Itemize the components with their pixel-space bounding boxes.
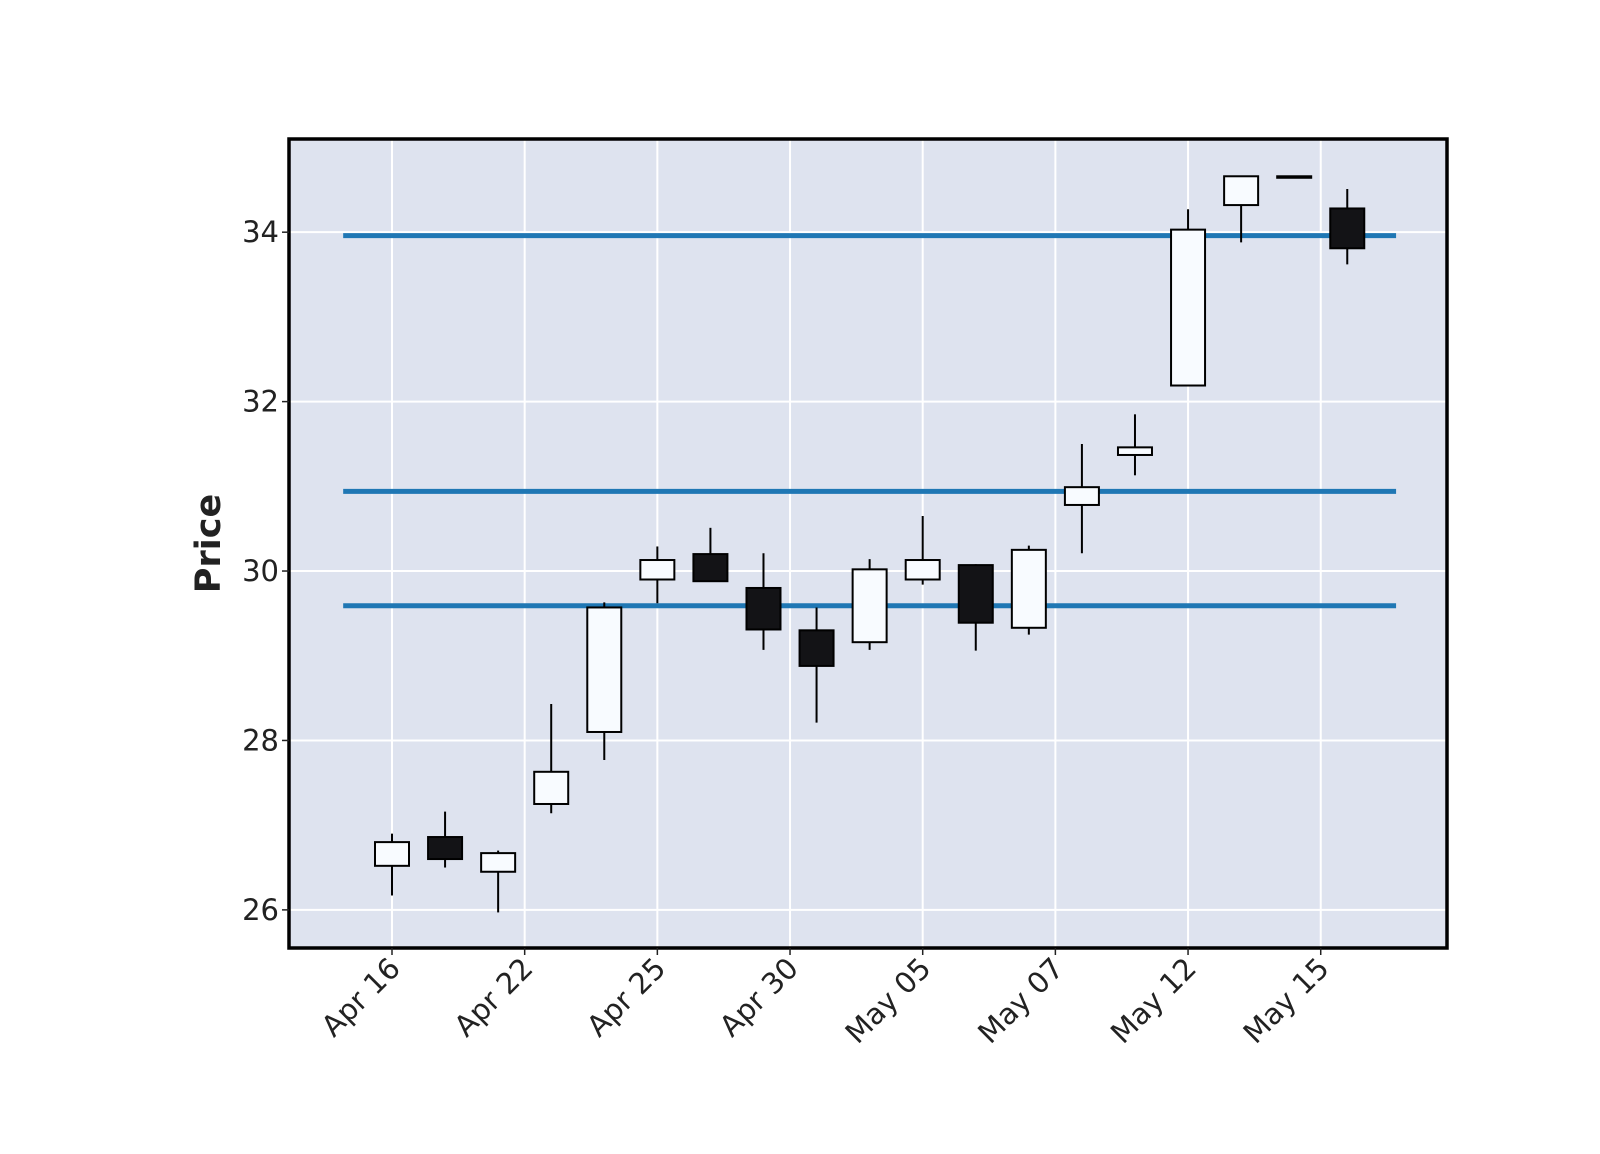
y-axis-ticks: 26 28 30 32 34 xyxy=(242,215,289,927)
candle xyxy=(533,704,570,814)
candle-body-down xyxy=(692,553,729,583)
y-tick-label: 26 xyxy=(242,893,279,927)
candle xyxy=(374,833,410,896)
candle xyxy=(1276,175,1313,179)
x-tick-label: May 12 xyxy=(1104,951,1203,1050)
candle-body-up xyxy=(639,559,676,581)
x-tick-label: Apr 30 xyxy=(713,951,805,1043)
x-tick-label: May 07 xyxy=(971,951,1070,1050)
candle xyxy=(851,559,888,650)
candle-body-down xyxy=(957,564,994,624)
candle-body-down xyxy=(1329,207,1366,250)
candle xyxy=(904,515,941,585)
y-tick-label: 30 xyxy=(242,554,279,588)
candle-body-up xyxy=(1276,175,1313,179)
candle xyxy=(692,527,729,583)
x-axis-ticks: Apr 16 Apr 22 Apr 25 Apr 30 May 05 May 07 May … xyxy=(315,948,1336,1050)
plot-background xyxy=(289,139,1447,948)
x-tick-label: May 15 xyxy=(1237,951,1336,1050)
y-axis-label: Price xyxy=(189,494,229,593)
candle-body-up xyxy=(1063,486,1100,506)
candle xyxy=(1116,414,1153,476)
candle xyxy=(427,811,464,868)
x-tick-label: May 05 xyxy=(838,951,937,1050)
candle-body-up xyxy=(1010,548,1047,629)
plot-frame xyxy=(287,137,1449,950)
candle xyxy=(1329,188,1366,265)
candle-body-up xyxy=(374,841,410,867)
candle-body-up xyxy=(904,559,941,581)
candle-body-down xyxy=(427,836,464,861)
candle-body-down xyxy=(798,629,835,667)
candle xyxy=(586,602,623,760)
candle-body-down xyxy=(745,586,782,631)
y-tick-label: 32 xyxy=(242,385,279,419)
candle-body-up xyxy=(533,770,570,805)
candle xyxy=(798,607,835,723)
candle xyxy=(1223,175,1260,243)
candle-body-up xyxy=(1116,446,1153,456)
y-tick-label: 28 xyxy=(242,723,279,757)
candle xyxy=(639,546,676,604)
candle-body-up xyxy=(851,568,888,644)
candle-body-up xyxy=(480,852,517,873)
x-tick-label: Apr 22 xyxy=(447,951,539,1043)
candle xyxy=(1063,443,1100,554)
y-tick-label: 34 xyxy=(242,215,279,249)
candle xyxy=(1170,209,1207,387)
candle-body-up xyxy=(1170,228,1207,387)
candle xyxy=(480,850,517,913)
candle-body-up xyxy=(1223,175,1260,207)
x-tick-label: Apr 25 xyxy=(580,951,672,1043)
candle xyxy=(957,564,994,651)
candle xyxy=(1010,545,1047,635)
candle xyxy=(745,553,782,650)
candles xyxy=(374,175,1366,913)
x-tick-label: Apr 16 xyxy=(315,951,407,1043)
candle-body-up xyxy=(586,606,623,733)
